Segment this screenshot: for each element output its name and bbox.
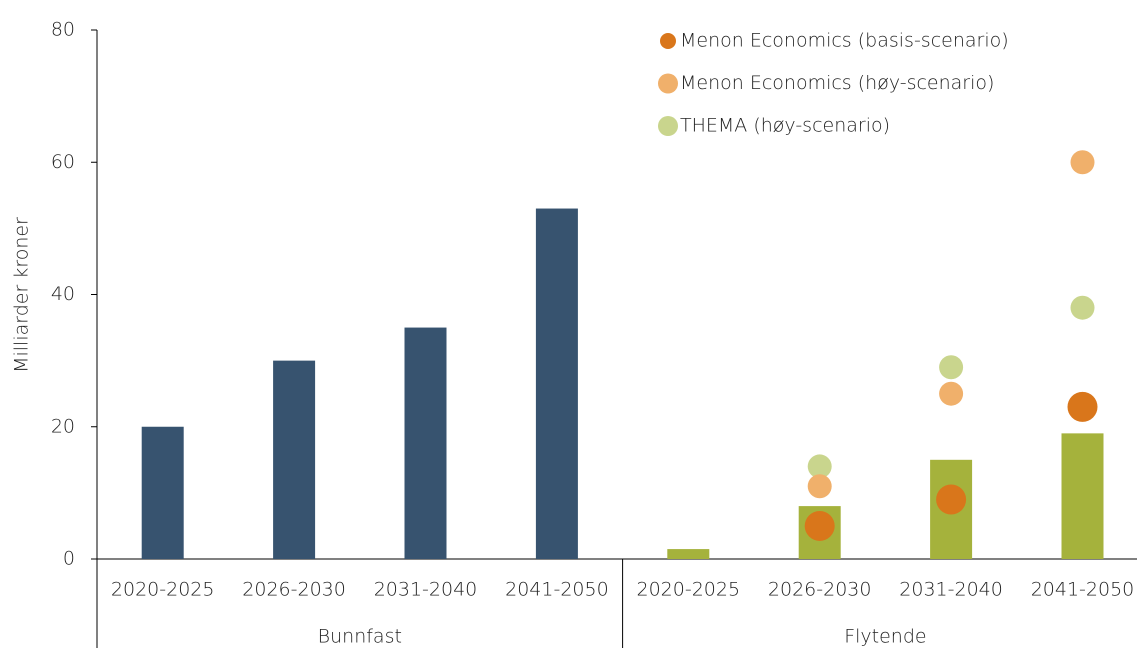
group-label: Bunnfast xyxy=(318,626,402,648)
bar xyxy=(667,549,710,559)
x-tick-label: 2031-2040 xyxy=(374,579,478,601)
scatter-point xyxy=(807,454,832,479)
legend-label: THEMA (høy-scenario) xyxy=(680,115,890,137)
y-tick-label: 80 xyxy=(51,19,75,41)
y-tick-label: 20 xyxy=(51,415,75,437)
bar xyxy=(404,327,447,559)
scatter-point xyxy=(1070,295,1095,320)
x-tick-label: 2026-2030 xyxy=(242,579,346,601)
x-tick-label: 2026-2030 xyxy=(768,579,872,601)
y-tick-label: 60 xyxy=(51,151,75,173)
x-tick-label: 2041-2050 xyxy=(1031,579,1135,601)
legend-marker xyxy=(658,73,678,94)
x-tick-label: 2020-2025 xyxy=(637,579,741,601)
legend-marker xyxy=(658,116,678,136)
scatter-point xyxy=(807,474,832,499)
y-tick-label: 0 xyxy=(63,548,75,570)
x-tick-label: 2020-2025 xyxy=(111,579,215,601)
group-label: Flytende xyxy=(844,626,926,648)
y-tick-label: 40 xyxy=(51,283,75,305)
scatter-point xyxy=(1070,150,1095,175)
scatter-point xyxy=(939,355,964,380)
scatter-point xyxy=(1067,391,1098,422)
y-axis-label: Milliarder kroner xyxy=(11,217,33,373)
legend-marker xyxy=(660,33,676,49)
bar xyxy=(535,208,578,559)
legend-label: Menon Economics (høy-scenario) xyxy=(680,72,994,94)
bar xyxy=(1061,433,1104,559)
bar xyxy=(273,360,316,559)
scatter-point xyxy=(936,484,967,515)
x-tick-label: 2041-2050 xyxy=(505,579,609,601)
scatter-point xyxy=(939,381,964,406)
scatter-point xyxy=(804,510,835,541)
x-tick-label: 2031-2040 xyxy=(899,579,1003,601)
bar xyxy=(141,426,184,559)
legend-label: Menon Economics (basis-scenario) xyxy=(680,30,1009,52)
